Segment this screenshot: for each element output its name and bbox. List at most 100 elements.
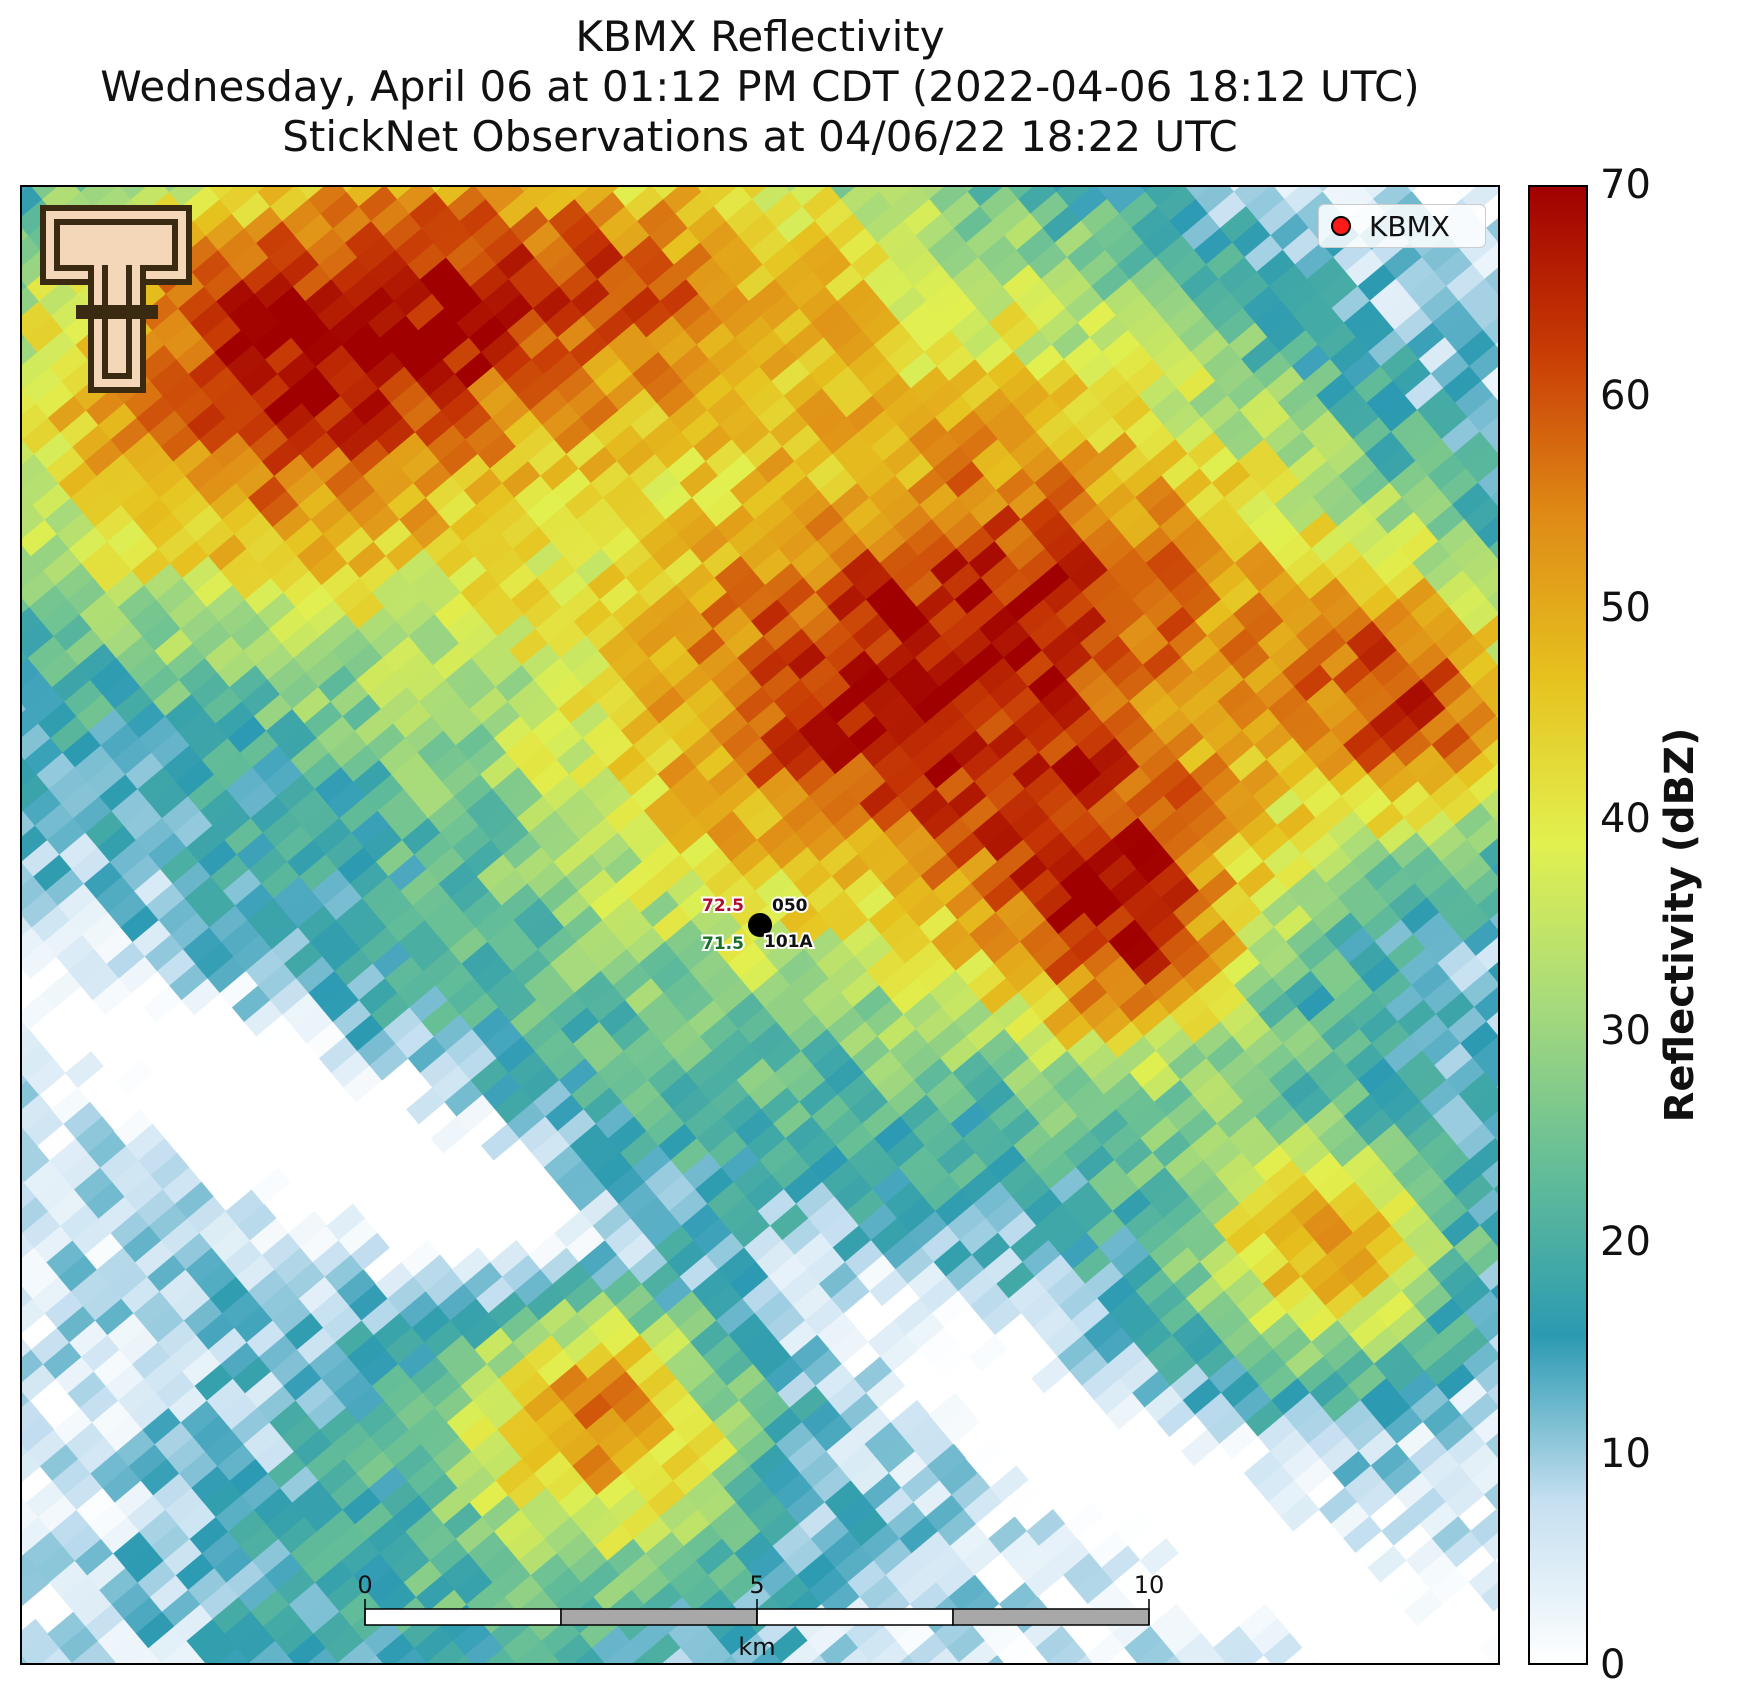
reflectivity-gate [1256,1043,1296,1081]
reflectivity-gate [1059,861,1099,899]
reflectivity-gate [752,548,792,586]
reflectivity-gate [1447,635,1487,673]
reflectivity-gate [258,1334,298,1372]
reflectivity-gate [1191,700,1231,739]
reflectivity-gate [502,460,542,499]
reflectivity-gate [636,621,676,659]
reflectivity-gate [621,1501,661,1540]
reflectivity-gate [1018,970,1058,1008]
reflectivity-gate [1387,1305,1427,1343]
reflectivity-gate [502,832,543,870]
reflectivity-gate [1476,511,1500,549]
reflectivity-gate [185,1247,225,1285]
reflectivity-gate [641,468,681,506]
reflectivity-gate [1044,948,1084,986]
reflectivity-gate [752,970,792,1008]
reflectivity-gate [870,846,910,884]
reflectivity-gate [132,919,172,958]
reflectivity-gate [20,1131,39,1169]
reflectivity-gate [125,1545,165,1584]
reflectivity-gate [1108,919,1148,957]
reflectivity-gate [293,1429,333,1467]
reflectivity-gate [1352,1210,1392,1248]
reflectivity-gate [1094,955,1134,993]
reflectivity-gate [489,868,529,906]
reflectivity-gate [734,315,774,353]
reflectivity-gate [454,1567,494,1605]
reflectivity-gate [223,446,263,484]
reflectivity-gate [1259,569,1299,607]
reflectivity-gate [524,1334,565,1372]
reflectivity-gate [1054,220,1094,258]
reflectivity-gate [1233,185,1273,207]
reflectivity-gate [76,1487,116,1525]
reflectivity-gate [251,373,291,411]
reflectivity-gate [590,883,630,921]
reflectivity-gate [848,715,888,753]
reflectivity-gate [829,533,869,571]
reflectivity-gate [1312,897,1352,935]
reflectivity-gate [1300,460,1340,498]
reflectivity-gate [1439,890,1479,928]
reflectivity-gate [1246,977,1286,1015]
reflectivity-gate [1179,686,1219,724]
reflectivity-gate [1408,1064,1448,1102]
reflectivity-gate [429,1538,469,1576]
reflectivity-gate [217,1443,257,1482]
reflectivity-gate [88,1502,128,1540]
reflectivity-gate [745,380,785,418]
sticknet-station[interactable]: 72.5 050 71.5 101A [700,894,815,956]
reflectivity-gate [35,381,75,419]
reflectivity-gate [893,1298,933,1336]
reflectivity-gate [86,1181,126,1220]
reflectivity-gate [1186,853,1226,891]
reflectivity-gate [619,759,659,797]
reflectivity-gate [46,446,86,484]
reflectivity-gate [519,322,559,360]
reflectivity-gate [474,1327,514,1365]
reflectivity-gate [115,1058,155,1096]
reflectivity-gate [945,460,985,498]
reflectivity-gate [920,853,960,892]
reflectivity-gate [469,1480,509,1518]
reflectivity-gate [20,876,47,914]
reflectivity-gate [62,1524,102,1562]
reflectivity-gate [1485,627,1500,666]
reflectivity-gate [1154,1079,1194,1117]
reflectivity-gate [440,388,481,426]
reflectivity-gate [667,446,707,484]
reflectivity-gate [1277,380,1317,418]
reflectivity-gate [388,854,428,892]
reflectivity-gate [442,337,482,375]
station-marker-icon[interactable] [748,913,772,937]
reflectivity-gate [236,1254,276,1292]
reflectivity-gate [160,1640,200,1665]
reflectivity-gate [604,1640,644,1665]
reflectivity-gate [707,1181,747,1219]
reflectivity-gate [1134,897,1174,935]
reflectivity-gate [743,1225,784,1263]
reflectivity-gate [669,1560,710,1598]
reflectivity-gate [1403,1217,1443,1255]
reflectivity-gate [918,533,958,571]
reflectivity-gate [737,1429,777,1467]
reflectivity-gate [1471,1457,1500,1496]
reflectivity-gate [732,788,772,826]
reflectivity-gate [35,1174,75,1212]
reflectivity-gate [1028,1035,1068,1074]
reflectivity-gate [560,1429,600,1467]
reflectivity-gate [588,934,628,972]
reflectivity-gate [565,1647,605,1665]
reflectivity-gate [581,1560,621,1598]
reflectivity-gate [1219,205,1260,243]
reflectivity-gate [653,1276,693,1314]
radar-map[interactable]: 72.5 050 71.5 101A 0 5 10 km [20,185,1500,1665]
reflectivity-gate [415,781,455,819]
reflectivity-gate [545,1094,585,1132]
reflectivity-gate [69,897,109,936]
reflectivity-gate [1250,1246,1290,1285]
reflectivity-gate [70,1269,110,1307]
reflectivity-gate [651,533,691,571]
reflectivity-gate [113,1531,153,1569]
reflectivity-gate [1186,1647,1226,1665]
